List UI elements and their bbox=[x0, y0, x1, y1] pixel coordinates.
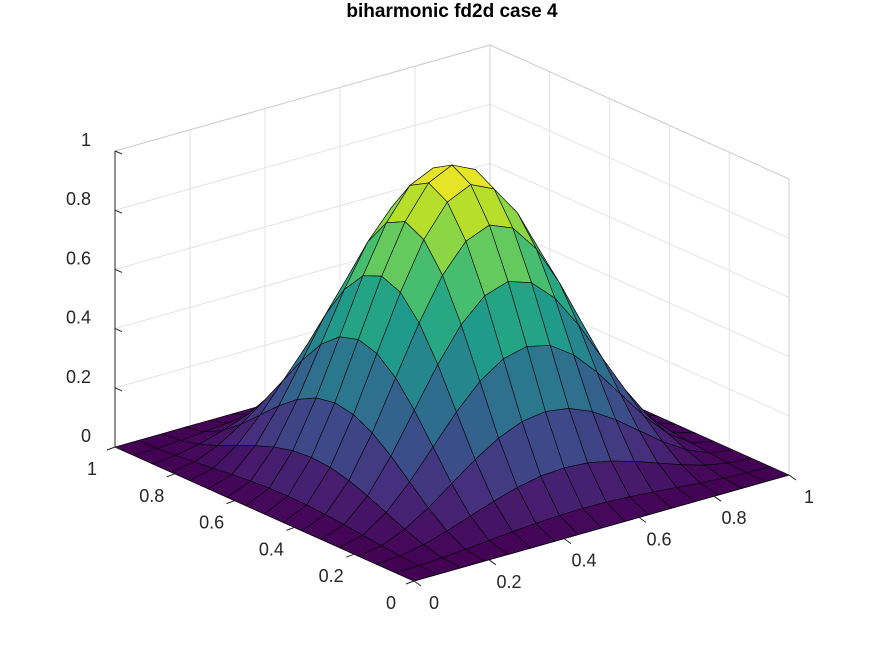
z-tick-label: 0.6 bbox=[66, 248, 91, 268]
x-tick-mark bbox=[713, 495, 722, 502]
box-edge bbox=[489, 44, 790, 180]
y-tick-label: 0.8 bbox=[139, 486, 164, 506]
z-tick-mark bbox=[114, 328, 123, 333]
grid-line bbox=[489, 222, 790, 358]
surface-mesh bbox=[114, 164, 790, 582]
z-tick-mark bbox=[114, 268, 123, 273]
y-tick-mark bbox=[106, 446, 116, 451]
surface-face bbox=[394, 565, 438, 582]
y-tick-label: 1 bbox=[87, 459, 97, 479]
y-tick-label: 0.4 bbox=[259, 539, 284, 559]
z-tick-label: 0.4 bbox=[66, 308, 91, 328]
z-tick-mark bbox=[114, 387, 123, 392]
y-tick-label: 0.2 bbox=[319, 566, 344, 586]
x-tick-label: 0 bbox=[429, 593, 439, 613]
y-tick-label: 0 bbox=[386, 593, 396, 613]
x-tick-label: 1 bbox=[804, 487, 814, 507]
x-tick-label: 0.6 bbox=[646, 529, 671, 549]
y-tick-mark bbox=[286, 526, 295, 531]
x-tick-mark bbox=[563, 538, 572, 545]
box-edge bbox=[114, 44, 491, 152]
x-tick-label: 0.4 bbox=[571, 551, 596, 571]
y-tick-label: 0.6 bbox=[199, 513, 224, 533]
x-tick-label: 0.8 bbox=[721, 508, 746, 528]
z-tick-label: 0.8 bbox=[66, 189, 91, 209]
z-tick-mark bbox=[114, 150, 123, 155]
x-tick-label: 0.2 bbox=[496, 572, 521, 592]
x-tick-mark bbox=[788, 474, 797, 481]
y-tick-mark bbox=[166, 473, 175, 478]
y-tick-mark bbox=[346, 553, 355, 558]
z-tick-label: 0.2 bbox=[66, 367, 91, 387]
grid-line bbox=[114, 103, 491, 211]
z-tick-mark bbox=[114, 446, 123, 451]
x-tick-mark bbox=[488, 559, 497, 566]
z-tick-mark bbox=[114, 209, 123, 214]
grid-line bbox=[489, 162, 790, 298]
x-tick-mark bbox=[413, 580, 422, 587]
y-tick-mark bbox=[405, 580, 415, 585]
axis-ticks: 0 0.2 0.4 0.6 0.8 1 0 0.2 0.4 0.6 0.8 1 0 0.2 0.4 0.6 0.… bbox=[66, 130, 814, 613]
z-tick-label: 0 bbox=[81, 426, 91, 446]
grid-line bbox=[489, 103, 790, 239]
chart-title: biharmonic fd2d case 4 bbox=[346, 1, 558, 22]
z-tick-label: 1 bbox=[81, 130, 91, 150]
x-tick-mark bbox=[638, 516, 647, 523]
y-tick-mark bbox=[226, 500, 235, 505]
